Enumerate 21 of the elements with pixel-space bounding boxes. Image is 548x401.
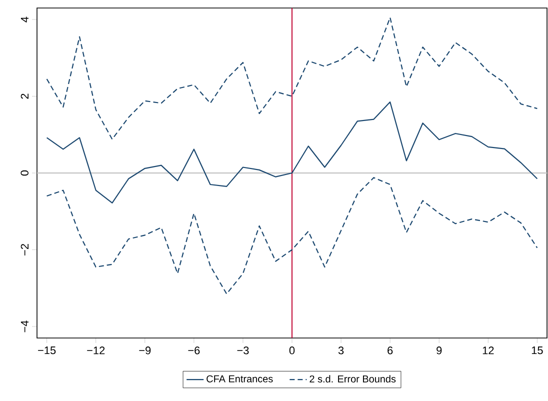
x-tick-label: −3 [237, 346, 249, 354]
x-tick-label: 12 [482, 346, 494, 354]
legend-label: 2 s.d. Error Bounds [310, 375, 396, 382]
legend-label: CFA Entrances [206, 375, 273, 382]
y-tick-label: −4 [20, 320, 28, 332]
x-tick-label: −12 [87, 346, 105, 354]
line-series [46, 101, 538, 204]
y-tick-label: −2 [20, 244, 28, 256]
x-tick-label: −9 [139, 346, 151, 354]
y-tick-label: 4 [20, 16, 28, 22]
y-tick-label: 2 [20, 94, 28, 99]
x-tick-label: 0 [289, 346, 295, 354]
y-tick-label: 0 [20, 170, 28, 176]
line-series [46, 177, 538, 294]
x-tick-label: −6 [188, 346, 200, 354]
line-series [46, 17, 538, 140]
x-tick-label: 3 [338, 346, 344, 354]
x-tick-label: 9 [436, 346, 442, 354]
x-tick-label: −15 [38, 346, 56, 354]
x-tick-label: 6 [388, 346, 393, 354]
x-tick-label: 15 [532, 346, 543, 354]
